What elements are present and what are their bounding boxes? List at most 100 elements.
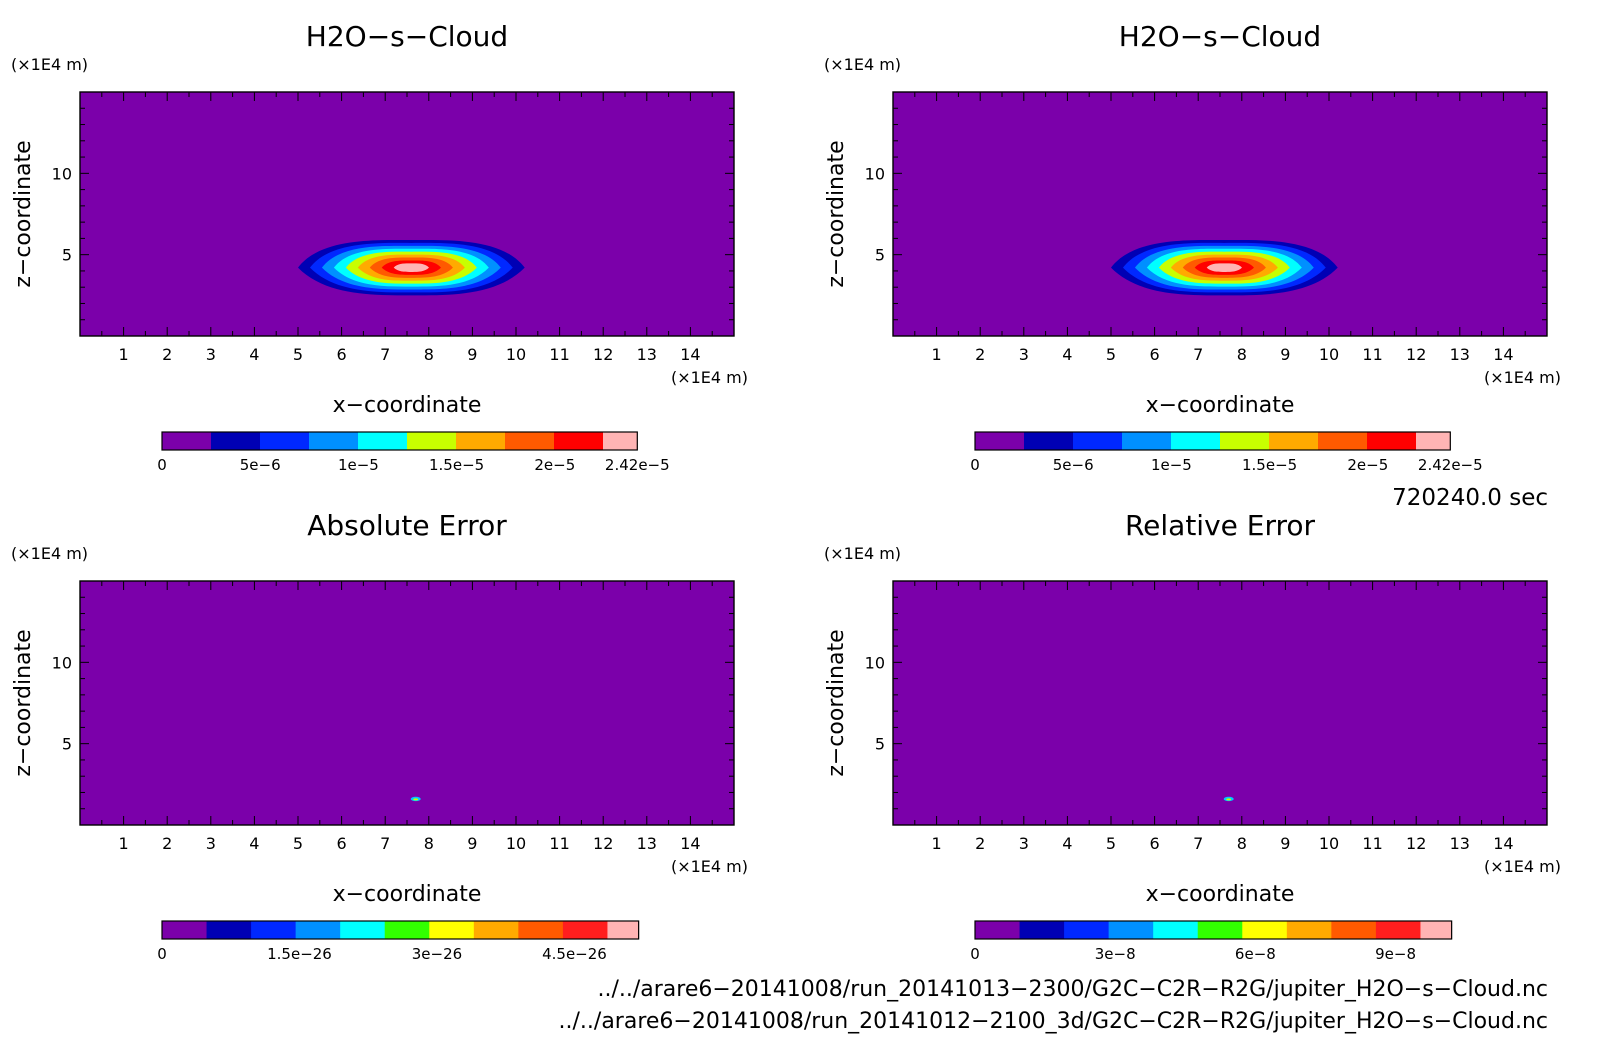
colorbar-segment: [603, 432, 638, 450]
y-axis-label: z−coordinate: [11, 629, 36, 776]
x-tick-label: 4: [1062, 834, 1072, 853]
colorbar-segment: [562, 921, 608, 939]
colorbar-segment: [1242, 921, 1288, 939]
colorbar-tick-label: 2.42e−5: [605, 456, 670, 474]
colorbar-tick-label: 0: [970, 456, 980, 474]
x-tick-label: 12: [593, 834, 613, 853]
colorbar-segment: [384, 921, 430, 939]
x-tick-label: 5: [293, 834, 303, 853]
colorbar-tick-label: 0: [157, 456, 167, 474]
colorbar-tick-label: 1.5e−26: [267, 945, 332, 963]
x-tick-label: 5: [1106, 345, 1116, 364]
x-tick-label: 2: [975, 834, 985, 853]
colorbar-segment: [1153, 921, 1199, 939]
colorbar-tick-label: 1.5e−5: [429, 456, 484, 474]
x-tick-label: 3: [1019, 345, 1029, 364]
colorbar-frame: [974, 431, 1451, 451]
x-tick-label: 12: [1406, 345, 1426, 364]
x-tick-label: 11: [1362, 834, 1382, 853]
y-axis-unit: (×1E4 m): [824, 55, 901, 74]
x-tick-label: 10: [506, 834, 526, 853]
file-path-2: ../../arare6−20141008/run_20141012−2100_…: [559, 1009, 1548, 1034]
x-tick-label: 14: [680, 834, 700, 853]
colorbar-segment: [554, 432, 604, 450]
field-contour-blip-core: [1226, 798, 1232, 801]
colorbar-segment: [1269, 432, 1319, 450]
chart-panel-2: H2O−s−Cloud(×1E4 m)1 2 3 4 5 6 7 8 9 10 11 12 13 1451…: [824, 20, 1561, 474]
x-tick-label: 13: [1450, 834, 1470, 853]
colorbar-segment: [251, 921, 297, 939]
colorbar-segment: [1122, 432, 1172, 450]
y-tick-label: 10: [52, 653, 72, 672]
x-tick-label: 6: [337, 345, 347, 364]
colorbar-segment: [358, 432, 408, 450]
colorbar-frame: [161, 920, 640, 940]
x-tick-label: 2: [162, 834, 172, 853]
y-tick-label: 5: [62, 735, 72, 754]
x-tick-label: 1: [932, 345, 942, 364]
y-tick-label: 10: [865, 164, 885, 183]
field-background: [893, 581, 1547, 825]
x-tick-label: 10: [1319, 834, 1339, 853]
y-axis-label: z−coordinate: [824, 140, 849, 287]
colorbar-segment: [1416, 432, 1451, 450]
x-tick-label: 10: [506, 345, 526, 364]
file-path-1: ../../arare6−20141008/run_20141013−2300/…: [597, 977, 1548, 1002]
x-axis-unit: (×1E4 m): [671, 368, 748, 387]
colorbar-tick-label: 1.5e−5: [1242, 456, 1297, 474]
colorbar-tick-label: 3e−26: [412, 945, 462, 963]
colorbar-segment: [1286, 921, 1332, 939]
colorbar-segment: [456, 432, 506, 450]
colorbar-tick-label: 2.42e−5: [1418, 456, 1483, 474]
chart-title: Relative Error: [1125, 509, 1316, 542]
x-axis-label: x−coordinate: [333, 882, 482, 907]
y-tick-label: 5: [62, 246, 72, 265]
colorbar-segment: [1331, 921, 1377, 939]
field-background: [80, 92, 734, 336]
x-tick-label: 13: [637, 834, 657, 853]
x-tick-label: 7: [380, 834, 390, 853]
colorbar-segment: [407, 432, 457, 450]
colorbar-segment: [162, 432, 212, 450]
chart-panel-1: H2O−s−Cloud(×1E4 m)1 2 3 4 5 6 7 8 9 10 11 12 13 1451…: [11, 20, 748, 474]
colorbar-segment: [260, 432, 310, 450]
x-tick-label: 10: [1319, 345, 1339, 364]
colorbar-tick-label: 0: [157, 945, 167, 963]
x-tick-label: 7: [1193, 345, 1203, 364]
colorbar-frame: [161, 431, 638, 451]
colorbar-segment: [1318, 432, 1368, 450]
colorbar-segment: [975, 432, 1025, 450]
x-tick-label: 1: [119, 345, 129, 364]
colorbar-segment: [473, 921, 519, 939]
colorbar-segment: [1024, 432, 1074, 450]
colorbar-segment: [309, 432, 359, 450]
x-tick-label: 3: [206, 834, 216, 853]
colorbar-segment: [1197, 921, 1243, 939]
x-tick-label: 9: [467, 345, 477, 364]
field-contour-level-9: [393, 263, 429, 272]
field-contour-blip-core: [413, 798, 419, 801]
colorbar-tick-label: 5e−6: [1053, 456, 1094, 474]
colorbar-segment: [1108, 921, 1154, 939]
chart-panel-4: Relative Error(×1E4 m)1 2 3 4 5 6 7 8 9 10 11 12 13 1…: [824, 509, 1561, 963]
colorbar-segment: [1375, 921, 1421, 939]
field-background: [893, 92, 1547, 336]
chart-title: Absolute Error: [307, 509, 507, 542]
x-tick-label: 2: [975, 345, 985, 364]
x-axis-label: x−coordinate: [1146, 882, 1295, 907]
colorbar-segment: [1367, 432, 1417, 450]
x-tick-label: 7: [380, 345, 390, 364]
colorbar-segment: [340, 921, 386, 939]
chart-title: H2O−s−Cloud: [306, 20, 508, 53]
colorbar-segment: [505, 432, 555, 450]
y-axis-label: z−coordinate: [11, 140, 36, 287]
colorbar-segment: [429, 921, 475, 939]
y-tick-label: 10: [52, 164, 72, 183]
colorbar-segment: [1019, 921, 1065, 939]
colorbar-tick-label: 2e−5: [1347, 456, 1388, 474]
colorbar-segment: [1073, 432, 1123, 450]
x-tick-label: 11: [549, 345, 569, 364]
x-tick-label: 8: [1237, 834, 1247, 853]
x-tick-label: 13: [1450, 345, 1470, 364]
colorbar-tick-label: 3e−8: [1095, 945, 1136, 963]
